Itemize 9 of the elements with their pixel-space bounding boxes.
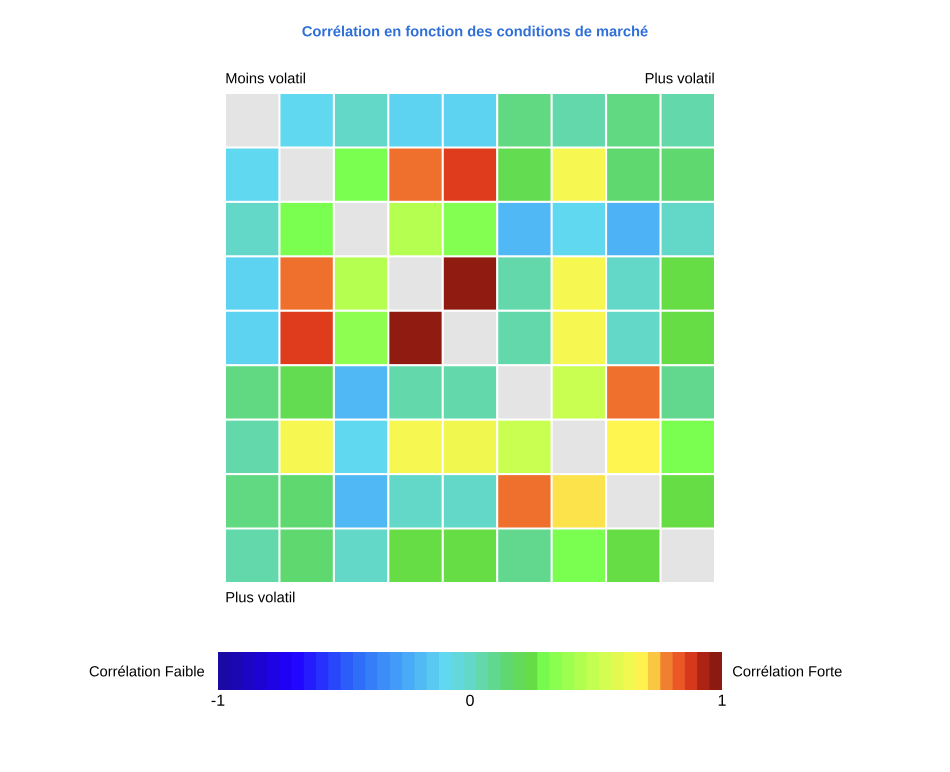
text: Corrélation Faible [90,666,204,676]
text: Corrélation Forte [733,666,842,676]
color-bar-label: -1 [212,694,224,706]
text: Moins volatil [226,72,305,84]
color-bar-label: 0 [466,694,474,706]
text: Plus volatil [646,72,714,84]
text: Plus volatil [226,592,294,602]
color-bar-label: 1 [718,694,726,706]
chart-title: Corrélation en fonction des conditions de marché [302,26,648,36]
